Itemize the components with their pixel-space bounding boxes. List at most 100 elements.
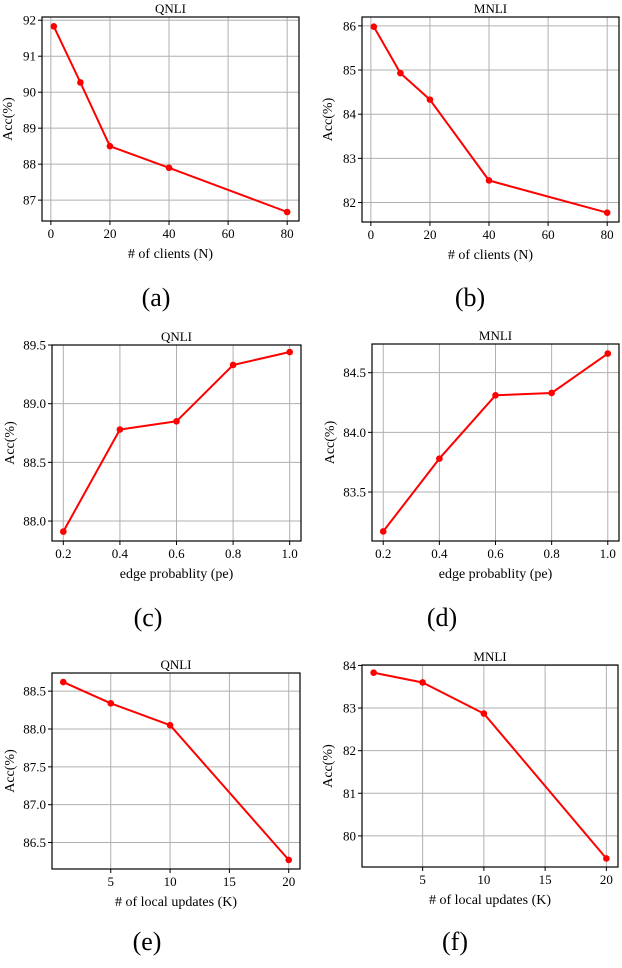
data-point <box>286 348 293 356</box>
x-tick-label: 5 <box>419 872 426 887</box>
grid-lines <box>52 673 300 869</box>
plot-area <box>52 673 300 869</box>
y-tick-label: 83 <box>343 701 356 716</box>
x-axis-label: # of clients (N) <box>448 248 533 263</box>
x-axis-label: # of local updates (K) <box>115 895 237 910</box>
y-tick-label: 84.0 <box>343 425 366 440</box>
caption-a: (a) <box>141 283 171 312</box>
x-tick-label: 0.6 <box>168 546 185 561</box>
chart-a: 0 20 40 60 80 87 88 89 90 91 92 QNLI # of clients (N… <box>1 1 300 262</box>
data-point <box>283 208 291 216</box>
chart-c: 0.2 0.4 0.6 0.8 1.0 88.0 88.5 89.0 89.5 QNLI edge … <box>3 329 302 582</box>
caption-f: (f) <box>442 927 468 956</box>
y-tick-label: 82 <box>343 743 356 758</box>
caption-c: (c) <box>133 603 163 632</box>
chart-title: MNLI <box>474 1 507 16</box>
data-point <box>603 855 610 862</box>
caption-b: (b) <box>454 283 486 312</box>
y-tick-label: 92 <box>23 13 36 28</box>
y-tick-label: 88.5 <box>23 455 46 470</box>
data-point <box>419 679 426 686</box>
x-tick-label: 20 <box>423 227 436 242</box>
series-line <box>62 681 290 861</box>
chart-e: 5 10 15 20 86.5 87.0 87.5 88.0 88.5 QNLI # of loca… <box>3 657 301 910</box>
x-axis-label: edge probablity (pe) <box>439 567 553 582</box>
grid-lines <box>362 664 618 867</box>
x-tick-label: 1.0 <box>600 546 616 561</box>
y-tick-label: 91 <box>23 49 36 64</box>
y-tick-label: 86.5 <box>23 835 46 850</box>
data-point <box>397 69 404 77</box>
data-point <box>285 856 293 864</box>
chart-title: QNLI <box>160 657 191 672</box>
x-axis: 0 20 40 60 80 <box>48 221 294 241</box>
y-tick-label: 86 <box>343 18 357 33</box>
data-point <box>106 142 114 150</box>
x-tick-label: 80 <box>281 226 294 241</box>
x-tick-label: 10 <box>477 872 490 887</box>
x-tick-label: 20 <box>103 226 116 241</box>
y-tick-label: 90 <box>23 85 36 100</box>
x-tick-label: 20 <box>282 874 295 889</box>
data-point <box>107 699 115 707</box>
x-tick-label: 0.8 <box>544 546 560 561</box>
data-point <box>485 177 493 184</box>
x-tick-label: 0.4 <box>431 546 448 561</box>
data-point <box>59 678 67 686</box>
y-axis-label: Acc(%) <box>323 420 338 464</box>
y-axis-label: Acc(%) <box>321 97 336 141</box>
y-tick-label: 81 <box>343 786 356 801</box>
y-tick-label: 87.5 <box>23 759 46 774</box>
data-point <box>229 361 237 369</box>
x-axis-label: # of clients (N) <box>128 247 213 262</box>
y-axis: 80 81 82 83 84 <box>343 658 362 843</box>
caption-e: (e) <box>132 927 162 956</box>
axes-frame <box>51 672 301 870</box>
x-tick-label: 0.6 <box>487 546 504 561</box>
y-tick-label: 84 <box>343 658 357 673</box>
y-tick-label: 80 <box>343 828 356 843</box>
y-tick-label: 83 <box>343 151 356 166</box>
x-axis: 5 10 15 20 <box>107 869 295 889</box>
x-tick-label: 0.8 <box>225 546 241 561</box>
y-tick-label: 89.0 <box>23 396 46 411</box>
chart-title: QNLI <box>155 1 186 16</box>
y-axis-label: Acc(%) <box>321 744 336 788</box>
y-tick-label: 85 <box>343 63 356 78</box>
data-point <box>603 209 611 217</box>
y-tick-label: 84 <box>343 107 357 122</box>
y-axis: 87 88 89 90 91 92 <box>23 13 42 208</box>
x-tick-label: 40 <box>163 226 176 241</box>
y-axis: 82 83 84 85 86 <box>343 18 362 210</box>
y-tick-label: 88.5 <box>23 684 46 699</box>
axes-frame <box>361 664 619 868</box>
data-point <box>165 164 173 172</box>
y-axis-label: Acc(%) <box>3 749 18 793</box>
x-axis-label: # of local updates (K) <box>429 893 551 908</box>
y-tick-label: 83.5 <box>343 485 366 500</box>
x-tick-label: 0 <box>48 226 55 241</box>
data-point <box>60 528 67 535</box>
chart-title: MNLI <box>479 328 512 343</box>
x-tick-label: 15 <box>539 872 552 887</box>
data-point <box>426 96 434 103</box>
y-tick-label: 88.0 <box>23 514 46 529</box>
data-point <box>50 23 58 30</box>
y-axis-label: Acc(%) <box>3 421 18 465</box>
grid-lines <box>42 17 299 221</box>
series-line <box>373 671 608 860</box>
data-point <box>370 23 378 31</box>
y-tick-label: 84.5 <box>343 365 366 380</box>
x-tick-label: 10 <box>164 874 177 889</box>
chart-b: 0 20 40 60 80 82 83 84 85 86 MNLI # of clients (N) A… <box>321 1 620 263</box>
plot-area <box>362 665 618 867</box>
y-tick-label: 88 <box>23 157 36 172</box>
data-point <box>166 721 174 729</box>
x-axis-label: edge probablity (pe) <box>120 567 234 582</box>
data-point <box>480 710 488 717</box>
caption-d: (d) <box>426 603 458 632</box>
chart-title: QNLI <box>161 329 192 344</box>
x-tick-label: 80 <box>601 227 614 242</box>
x-tick-label: 1.0 <box>282 546 298 561</box>
